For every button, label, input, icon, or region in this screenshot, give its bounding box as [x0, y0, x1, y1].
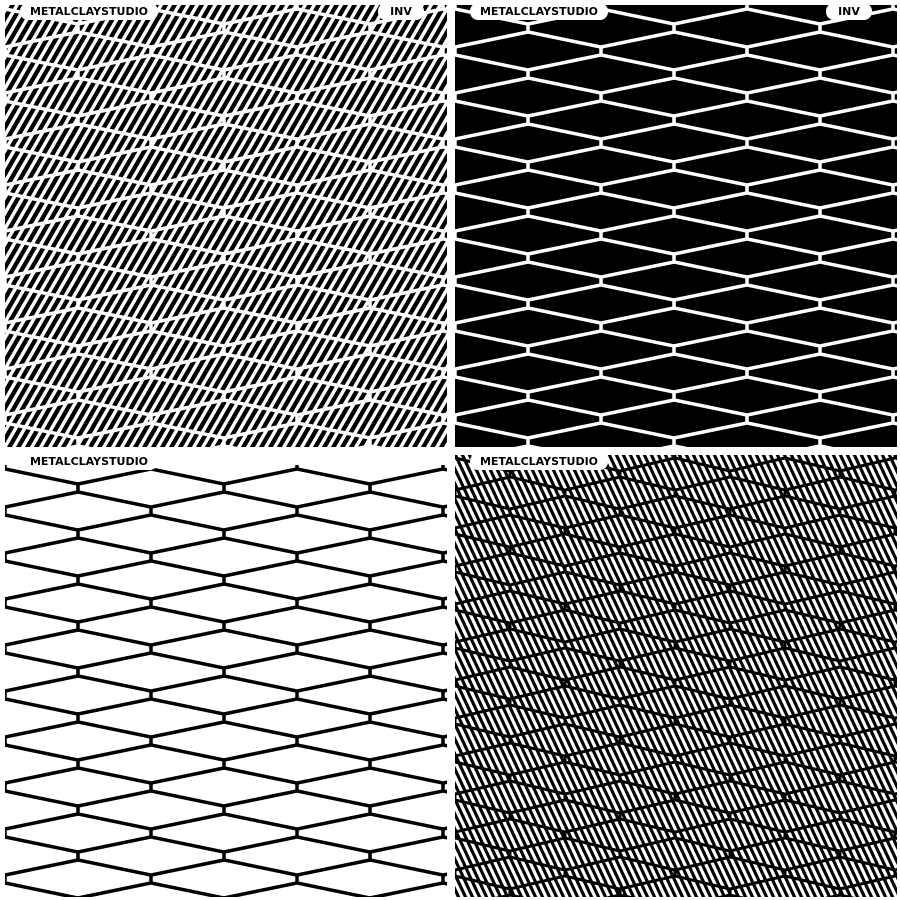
- brand-label: METALCLAYSTUDIO: [480, 455, 598, 468]
- brand-pill: [470, 453, 608, 470]
- panel: METALCLAYSTUDIO INV: [5, 3, 447, 447]
- brand-label: METALCLAYSTUDIO: [480, 5, 598, 18]
- hex-lattice: [455, 5, 897, 447]
- tag-label: INV: [390, 5, 412, 18]
- hex-lattice: [5, 465, 447, 897]
- hex-lattice: [5, 5, 447, 447]
- brand-pill: [470, 3, 608, 20]
- hex-lattice: [455, 455, 897, 897]
- brand-pill: [20, 453, 158, 470]
- brand-label: METALCLAYSTUDIO: [30, 5, 148, 18]
- panel: METALCLAYSTUDIO: [5, 453, 447, 897]
- brand-label: METALCLAYSTUDIO: [30, 455, 148, 468]
- panel: METALCLAYSTUDIO INV: [455, 3, 897, 447]
- tag-label: INV: [838, 5, 860, 18]
- tag-pill: [378, 3, 424, 20]
- panel: METALCLAYSTUDIO: [455, 453, 897, 897]
- brand-pill: [20, 3, 158, 20]
- tag-pill: [826, 3, 872, 20]
